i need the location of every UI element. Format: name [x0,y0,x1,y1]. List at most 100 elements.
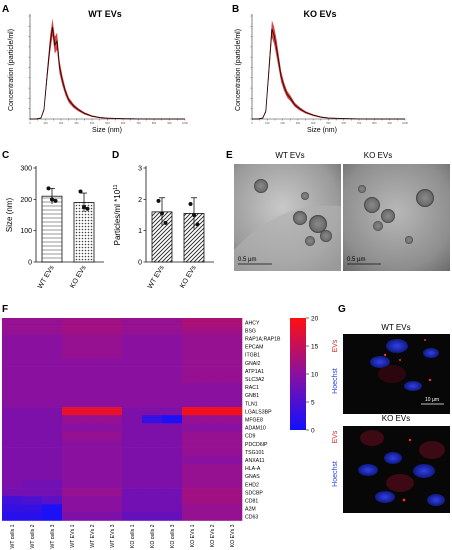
heatmap-cell [162,423,183,432]
y-tick-label: 200 [20,197,32,204]
heatmap-cell [82,439,103,448]
heatmap-cell [42,390,63,400]
heatmap-cell [122,366,143,375]
x-tick-label: 900 [388,121,393,125]
heatmap-cell [162,455,183,465]
heatmap-cell [42,318,63,327]
heatmap-cell [102,407,123,416]
heatmap-row-label: BSG [245,328,256,334]
vesicle [364,197,380,213]
heatmap-cell [2,512,23,521]
heatmap-cell [2,407,23,416]
heatmap-cell [102,504,123,513]
heatmap-cell [182,415,203,424]
heatmap-cell [162,358,183,367]
heatmap-column-label: KO cells 2 [150,524,156,548]
data-point [156,198,161,203]
heatmap-cell [42,512,63,521]
heatmap-cell [2,463,23,473]
vesicle [405,236,413,244]
x-tick-label: 200 [280,121,285,125]
nucleus [384,452,402,464]
heatmap-cell [202,407,223,416]
heatmap-cell [2,471,23,481]
heatmap-cell [202,439,223,448]
heatmap-cell [182,504,203,513]
heatmap-cell [182,334,203,343]
heatmap-cell [62,366,83,375]
heatmap-row-label: RAP1A;RAP1B [245,337,281,343]
panel-d-ylabel-group: Particles/ml *1011 [113,184,122,245]
heatmap-row-label: SLC3A2 [245,377,264,383]
heatmap-cell [122,471,143,481]
heatmap-cell [42,374,63,384]
heatmap-row-label: TSG101 [245,450,264,456]
heatmap-cell [62,399,83,408]
panel-c-ylabel: Size (nm) [5,198,14,233]
heatmap-cell [22,318,43,327]
heatmap-column-label: WT EVs 3 [110,524,116,547]
heatmap-cell [142,366,163,375]
heatmap-cell [142,512,163,521]
panel-a-error-band [30,18,185,120]
fluor-scalebar-label: 10 µm [425,397,439,403]
data-point [192,213,196,217]
heatmap-cell [202,399,223,408]
heatmap-cell [142,431,163,440]
data-point [82,205,86,210]
vesicle [305,236,315,246]
heatmap-cell [122,382,143,392]
heatmap-cell [102,374,123,384]
heatmap-cell [42,480,63,489]
x-tick-label: 400 [311,121,316,125]
heatmap-cell [182,407,203,416]
heatmap-cell [142,318,163,327]
heatmap-cell [22,423,43,432]
nucleus [370,356,390,368]
heatmap-cell [102,423,123,432]
panel-b-ylabel: Concentration (particle/ml) [235,29,242,111]
bar [41,195,63,263]
x-tick-label: 600 [342,121,347,125]
panel-letter-a: A [2,4,9,15]
panel-letter-e: E [226,150,233,161]
heatmap-cell [142,480,163,489]
heatmap-cell [182,318,203,327]
heatmap-cell [82,326,103,335]
heatmap-cell [42,334,63,343]
heatmap-cell [222,350,243,359]
vesicle [320,230,332,242]
heatmap-cell [82,463,103,473]
x-tick-label: 300 [74,121,79,125]
heatmap-cell [142,415,163,424]
heatmap-cell [62,488,83,497]
nucleus [386,339,408,353]
vesicle [358,185,366,193]
heatmap-cell [222,326,243,335]
heatmap-cell [62,374,83,384]
panel-c-chart: Size (nm) 0 100 200 300 WT EVs KO EVs [5,166,104,290]
heatmap-row-label: EHD2 [245,482,259,488]
heatmap-cell [82,423,103,432]
heatmap-cell [42,399,63,408]
y-tick-label: 300 [20,166,32,173]
heatmap-cell [202,423,223,432]
heatmap-cell [22,326,43,335]
heatmap-cell [222,496,243,505]
heatmap-column-label: WT cells 1 [10,524,16,548]
heatmap-cell [222,488,243,497]
heatmap-cell [82,318,103,327]
heatmap-cell [22,374,43,384]
panel-b-error-band [252,20,405,119]
heatmap-column-label: KO EVs 1 [190,524,196,547]
panel-g-title-ko: KO EVs [382,414,410,423]
heatmap-row-label: RAC1 [245,385,259,391]
heatmap-column-label: KO cells 1 [130,524,136,548]
heatmap-cell [42,455,63,465]
heatmap-cell [202,455,223,465]
heatmap-cell [142,374,163,384]
heatmap-cell [162,512,183,521]
panel-letter-d: D [112,150,119,161]
data-point [46,186,51,191]
heatmap-cell [22,407,43,416]
